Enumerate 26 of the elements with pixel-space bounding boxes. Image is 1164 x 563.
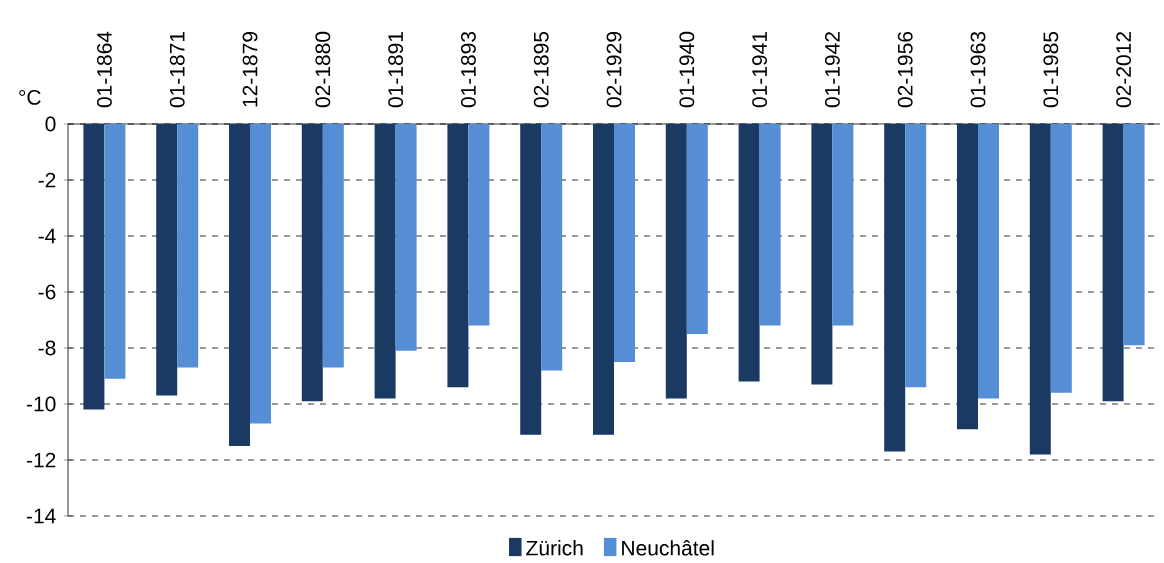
x-tick-label: 02-1880 [315, 31, 331, 108]
x-tick-label: 01-1985 [1043, 31, 1059, 108]
y-tick-label: -10 [26, 396, 56, 412]
y-tick-label: -14 [26, 508, 56, 524]
y-tick-label: -2 [38, 172, 56, 188]
x-tick-label: 01-1893 [460, 31, 476, 108]
x-tick-label: 01-1942 [824, 32, 840, 108]
x-tick-label: 02-1895 [533, 31, 549, 108]
x-tick-label: 01-1864 [96, 31, 112, 108]
y-tick-label: 0 [45, 116, 56, 132]
y-tick-label: -6 [38, 284, 56, 300]
x-tick-label: 01-1941 [752, 32, 768, 108]
y-tick-label: -8 [38, 340, 56, 356]
x-tick-label: 12-1879 [242, 32, 258, 107]
y-tick-label: -4 [38, 228, 56, 244]
x-tick-label: 02-1929 [606, 32, 622, 108]
y-tick-label: -12 [26, 452, 56, 468]
x-tick-label: 01-1891 [388, 32, 404, 108]
y-axis-title: °C [19, 89, 41, 105]
x-tick-label: 01-1871 [169, 32, 185, 108]
x-tick-label: 01-1963 [970, 31, 986, 108]
legend-label: Zürich [526, 540, 583, 556]
x-tick-label: 01-1940 [679, 31, 695, 108]
legend-label: Neuchâtel [622, 540, 714, 556]
x-tick-label: 02-1956 [897, 31, 913, 108]
x-tick-label: 02-2012 [1116, 32, 1132, 108]
